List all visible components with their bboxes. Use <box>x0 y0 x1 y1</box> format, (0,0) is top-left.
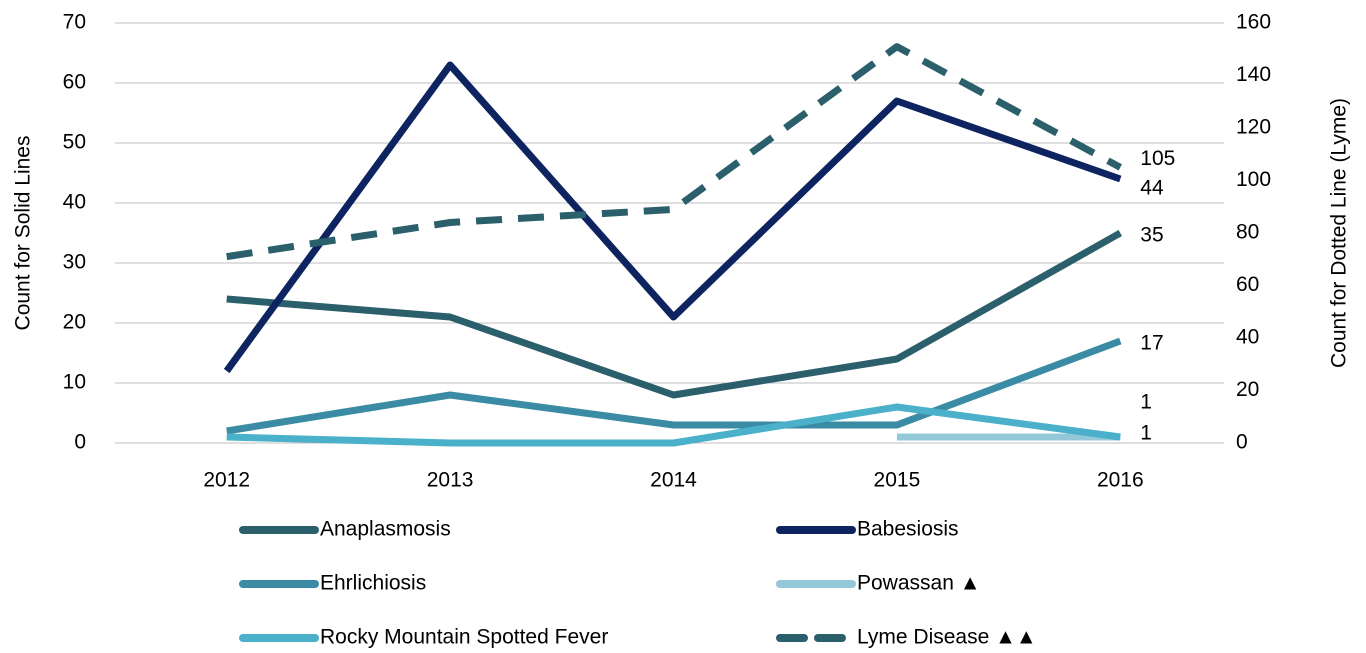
y2-tick-label: 20 <box>1236 378 1259 401</box>
series-line <box>223 61 1122 374</box>
y2-tick-label: 160 <box>1236 11 1271 34</box>
series-line <box>226 43 1122 261</box>
y2-axis-label: Count for Dotted Line (Lyme) <box>1328 98 1351 368</box>
y-tick-label: 20 <box>63 311 86 334</box>
x-tick-label: 2013 <box>427 469 474 492</box>
y-tick-label: 10 <box>63 371 86 394</box>
data-label: 17 <box>1140 332 1163 355</box>
series-line <box>226 229 1123 399</box>
y-tick-label: 30 <box>63 251 86 274</box>
y-tick-label: 70 <box>63 11 86 34</box>
series-line <box>226 403 1121 447</box>
y2-tick-label: 0 <box>1236 431 1248 454</box>
data-label: 44 <box>1140 177 1164 200</box>
y-tick-label: 40 <box>63 191 86 214</box>
legend-label: Powassan ▲ <box>857 572 981 595</box>
y2-tick-label: 60 <box>1236 273 1259 296</box>
y-axis-label: Count for Solid Lines <box>12 136 35 331</box>
y-tick-label: 60 <box>63 71 86 94</box>
y-tick-label: 50 <box>63 131 86 154</box>
x-tick-label: 2015 <box>874 469 921 492</box>
x-tick-label: 2012 <box>203 469 250 492</box>
legend-label: Rocky Mountain Spotted Fever <box>320 626 608 649</box>
legend-label: Ehrlichiosis <box>320 572 426 595</box>
y2-tick-label: 100 <box>1236 168 1271 191</box>
y2-tick-label: 140 <box>1236 63 1271 86</box>
series-line <box>226 337 1122 435</box>
x-tick-label: 2014 <box>650 469 697 492</box>
legend-label: Babesiosis <box>857 518 959 541</box>
x-tick-label: 2016 <box>1097 469 1144 492</box>
data-label: 1 <box>1140 422 1152 445</box>
data-label: 105 <box>1140 147 1175 170</box>
y2-tick-label: 40 <box>1236 326 1259 349</box>
legend-label: Lyme Disease ▲▲ <box>857 626 1037 649</box>
legend-label: Anaplasmosis <box>320 518 451 541</box>
data-label: 35 <box>1140 224 1163 247</box>
y-tick-label: 0 <box>74 431 86 454</box>
y2-tick-label: 120 <box>1236 116 1271 139</box>
data-label: 1 <box>1140 391 1152 414</box>
y2-tick-label: 80 <box>1236 221 1259 244</box>
